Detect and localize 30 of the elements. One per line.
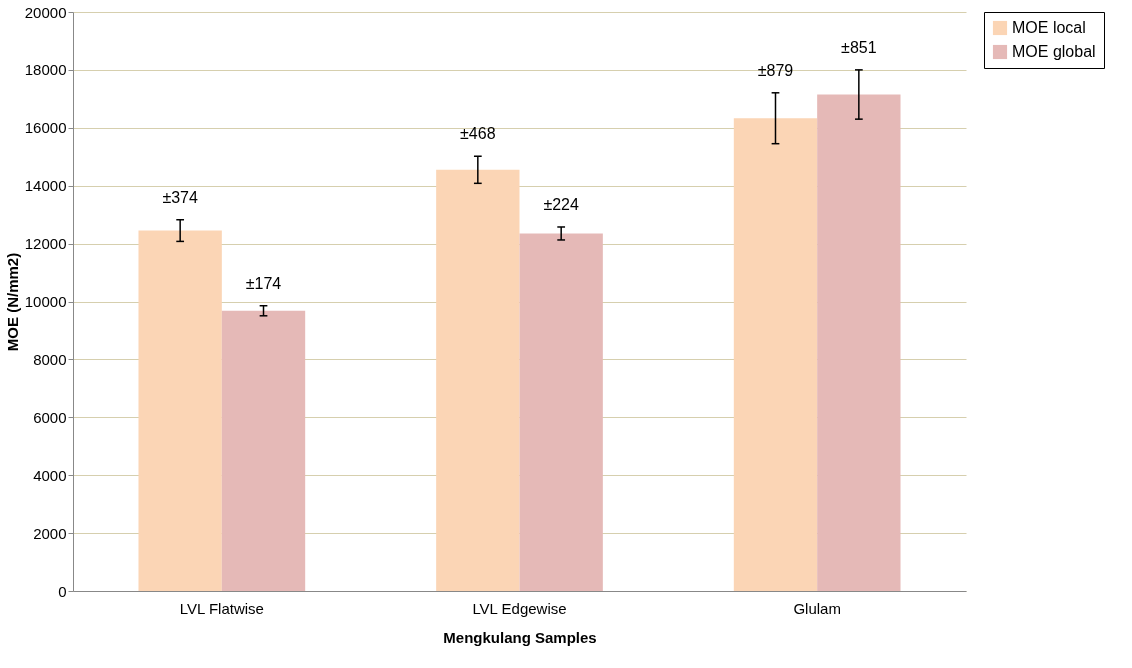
bar [138, 230, 222, 591]
y-tick-label: 8000 [33, 350, 67, 368]
annotation: ±468 [460, 125, 496, 143]
bar [817, 94, 901, 591]
y-tick-label: 20000 [24, 3, 67, 21]
x-tick-label: Glulam [793, 599, 841, 617]
bar [436, 169, 520, 591]
annotation: ±224 [543, 195, 580, 213]
y-tick-label: 4000 [33, 466, 67, 484]
annotation: ±851 [841, 38, 877, 56]
annotation: ±879 [757, 61, 794, 79]
y-tick-label: 18000 [24, 61, 67, 79]
bar [519, 233, 603, 591]
y-tick-label: 14000 [24, 177, 67, 195]
y-tick-label: 6000 [33, 408, 67, 426]
annotation: ±374 [162, 188, 198, 206]
x-tick-label: LVL Flatwise [179, 599, 264, 617]
y-tick-label: 12000 [24, 235, 67, 253]
bar [221, 310, 306, 591]
legend-label: MOE global [1012, 43, 1096, 60]
annotation: ±174 [245, 274, 282, 292]
x-tick-label: LVL Edgewise [472, 599, 567, 617]
x-axis-title: Mengkulang Samples [443, 628, 597, 646]
y-tick-label: 16000 [24, 119, 67, 137]
y-tick-label: 2000 [33, 524, 67, 542]
legend-label: MOE local [1012, 19, 1086, 36]
y-tick-label: 0 [58, 582, 67, 600]
y-tick-label: 10000 [24, 293, 67, 310]
y-axis-title: MOE (N/mm2) [3, 252, 21, 352]
bar [733, 118, 818, 591]
